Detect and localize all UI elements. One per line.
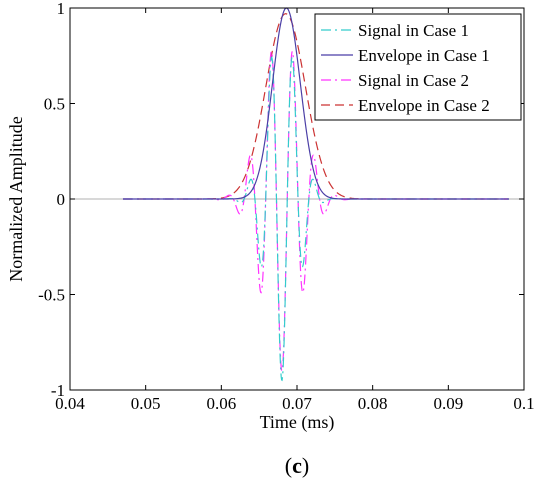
y-tick-label: 0.5 [44, 95, 65, 114]
x-tick-label: 0.1 [513, 394, 534, 413]
figure-caption: (c) [285, 453, 309, 478]
caption-open: ( [285, 453, 292, 478]
legend-label-2: Envelope in Case 1 [358, 46, 490, 65]
legend: Signal in Case 1 Envelope in Case 1 Signal… [314, 13, 522, 121]
y-tick-label: -1 [51, 381, 65, 400]
x-tick-label: 0.08 [358, 394, 388, 413]
axis-ticks [69, 7, 525, 391]
x-tick-label: 0.07 [282, 394, 312, 413]
legend-box [314, 13, 522, 121]
y-tick-label: 1 [57, 0, 66, 18]
legend-label-4: Envelope in Case 2 [358, 96, 490, 115]
caption-close: ) [302, 453, 309, 478]
x-tick-label: 0.04 [55, 394, 85, 413]
y-axis-label: Normalized Amplitude [6, 116, 26, 281]
plot-lines [70, 7, 524, 382]
caption-letter: c [292, 453, 302, 478]
x-tick-label: 0.05 [131, 394, 161, 413]
y-tick-label: -0.5 [38, 286, 65, 305]
y-tick-label: 0 [57, 190, 66, 209]
x-tick-label: 0.09 [433, 394, 463, 413]
axis-tick-labels: 0.04 0.05 0.06 0.07 0.08 0.09 0.1 -1 -0.5 0 0.5 1 [38, 0, 535, 413]
series-line-2 [122, 7, 509, 200]
x-axis-label: Time (ms) [260, 412, 335, 433]
legend-label-3: Signal in Case 2 [358, 71, 469, 90]
legend-label-1: Signal in Case 1 [358, 21, 469, 40]
x-tick-label: 0.06 [206, 394, 236, 413]
